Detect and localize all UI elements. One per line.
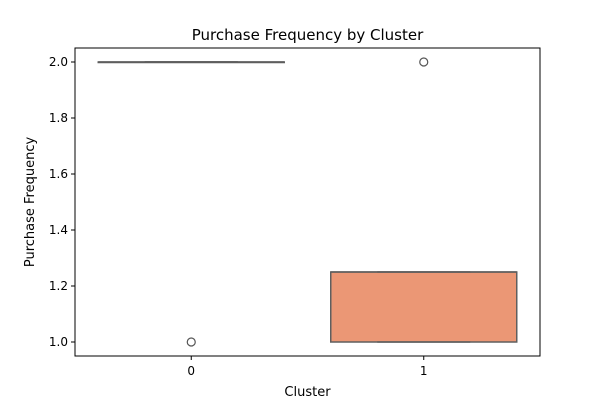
- outlier-point: [419, 57, 429, 67]
- y-tick-label: 1.0: [49, 335, 68, 349]
- box-cluster-1: [330, 57, 518, 343]
- y-tick-label: 1.6: [49, 167, 68, 181]
- x-tick-label: 0: [187, 364, 195, 378]
- chart-title: Purchase Frequency by Cluster: [192, 26, 424, 44]
- plot-frame: [74, 47, 541, 357]
- box-iqr: [330, 271, 518, 343]
- y-tick-label: 1.4: [49, 223, 68, 237]
- x-tick-label: 1: [420, 364, 428, 378]
- x-axis-label: Cluster: [284, 385, 331, 400]
- box-cluster-0: [97, 61, 285, 347]
- plot-area: [97, 57, 518, 347]
- y-axis: 1.0 1.2 1.4 1.6 1.8 2.0: [49, 55, 75, 349]
- y-tick-label: 1.2: [49, 279, 68, 293]
- outlier-point: [186, 337, 196, 347]
- y-axis-label: Purchase Frequency: [23, 137, 38, 268]
- y-tick-label: 2.0: [49, 55, 68, 69]
- y-tick-label: 1.8: [49, 111, 68, 125]
